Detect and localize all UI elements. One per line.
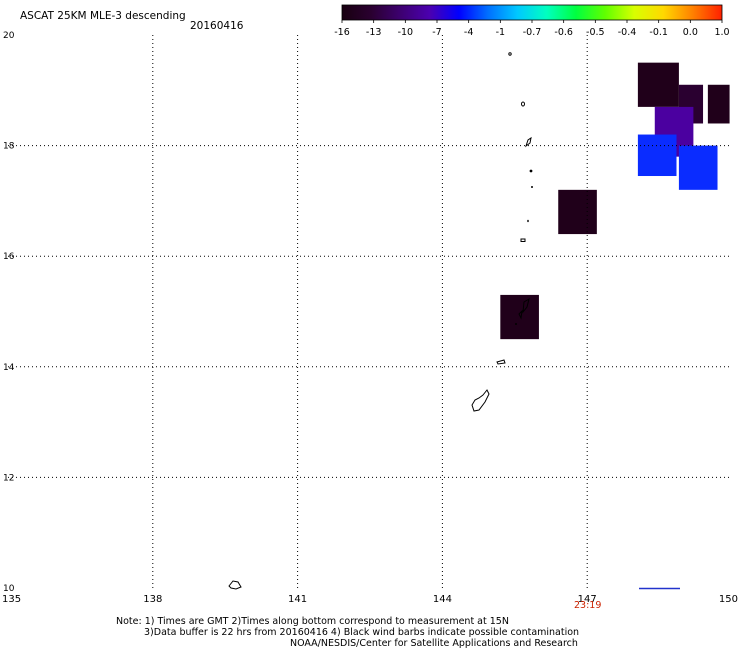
colorbar-label: -13 <box>366 27 382 38</box>
note-line-3: NOAA/NESDIS/Center for Satellite Applica… <box>290 638 578 649</box>
wind-cell <box>637 62 679 107</box>
island <box>531 186 533 188</box>
colorbar-gradient <box>341 4 723 21</box>
colorbar-label: -16 <box>334 27 350 38</box>
swath-time-label: 23:19 <box>574 600 602 611</box>
colorbar-label: -1 <box>496 27 505 38</box>
note-line-2: 3)Data buffer is 22 hrs from 20160416 4)… <box>144 627 580 638</box>
x-tick-label: 150 <box>719 594 738 605</box>
island <box>228 580 242 590</box>
y-tick-label: 16 <box>3 252 15 262</box>
y-tick-label: 18 <box>3 142 15 152</box>
x-tick-label: 135 <box>2 594 21 605</box>
colorbar-labels: -16 -13 -10 -7 -4 -1 -0.7 -0.6 -0.5 -0.4 -0.1 0.0 1.… <box>334 20 730 38</box>
island <box>525 136 532 148</box>
colorbar-label: 1.0 <box>714 27 729 38</box>
island <box>520 238 526 242</box>
island <box>515 323 517 325</box>
island <box>518 309 523 320</box>
wind-cells <box>500 62 730 340</box>
colorbar <box>341 4 723 21</box>
wind-cell <box>558 189 597 235</box>
y-tick-label: 12 <box>3 473 14 483</box>
colorbar-label: -4 <box>464 27 473 38</box>
colorbar-label: -0.4 <box>618 27 637 38</box>
x-tick-label: 141 <box>288 594 307 605</box>
colorbar-label: -0.6 <box>554 27 573 38</box>
y-tick-label: 10 <box>3 584 15 594</box>
island <box>471 389 490 412</box>
grid-lines <box>8 35 732 588</box>
y-tick-label: 20 <box>3 31 15 41</box>
wind-cell <box>500 294 539 340</box>
map-title: ASCAT 25KM MLE-3 descending <box>20 10 186 22</box>
colorbar-label: -7 <box>432 27 441 38</box>
colorbar-label: -10 <box>398 27 414 38</box>
colorbar-label: 0.0 <box>683 27 698 38</box>
axis-ticks: 135 138 141 144 147 150 20 18 16 14 12 10 <box>2 31 738 605</box>
x-tick-label: 144 <box>433 594 452 605</box>
x-tick-label: 147 <box>578 594 597 605</box>
wind-cell <box>707 84 730 124</box>
note-line-1: Note: 1) Times are GMT 2)Times along bot… <box>116 616 509 627</box>
island <box>529 169 533 173</box>
wind-cell <box>637 134 677 177</box>
island <box>521 101 525 107</box>
island <box>496 359 506 365</box>
colorbar-label: -0.7 <box>523 27 542 38</box>
island <box>522 297 530 314</box>
islands <box>228 52 533 590</box>
colorbar-label: -0.5 <box>586 27 605 38</box>
island <box>527 219 529 223</box>
wind-cell <box>678 145 718 190</box>
x-tick-label: 138 <box>143 594 162 605</box>
colorbar-label: -0.1 <box>649 27 668 38</box>
y-tick-label: 14 <box>3 363 15 373</box>
map-date: 20160416 <box>190 20 244 32</box>
island <box>508 52 512 56</box>
